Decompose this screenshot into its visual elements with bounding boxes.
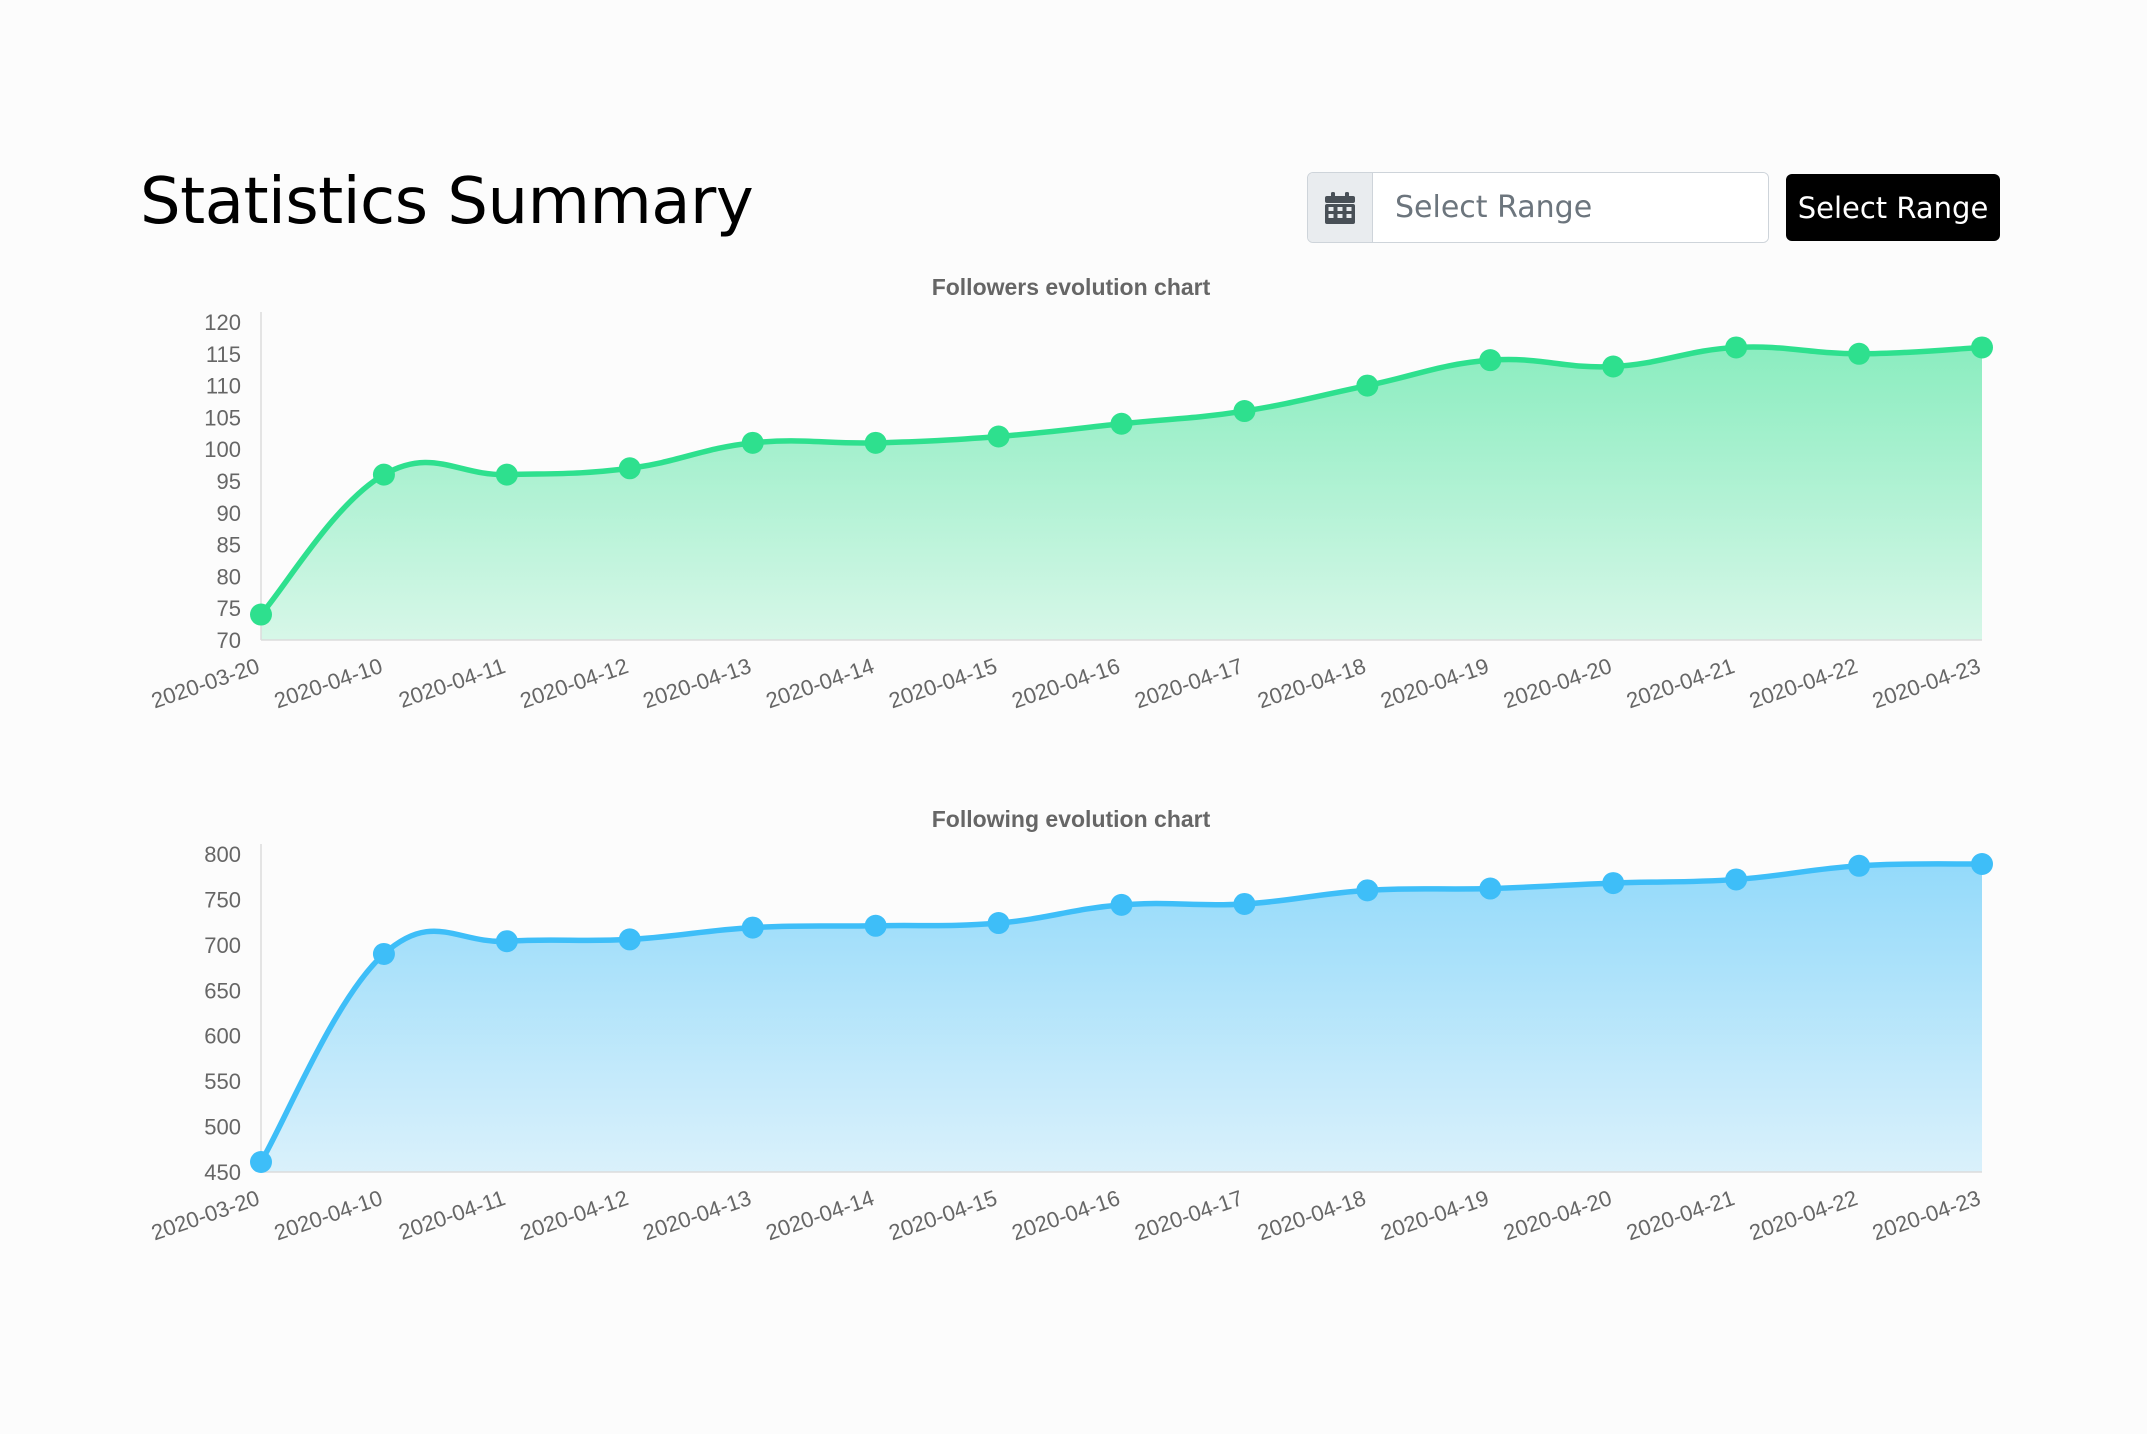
data-point xyxy=(1725,336,1748,359)
page-title: Statistics Summary xyxy=(140,165,754,239)
data-point xyxy=(1233,892,1256,915)
date-range-input[interactable] xyxy=(1373,173,1768,242)
x-tick-label: 2020-04-16 xyxy=(1009,1185,1124,1245)
data-point xyxy=(372,463,395,486)
x-tick-label: 2020-03-20 xyxy=(148,653,263,713)
y-tick-label: 450 xyxy=(204,1160,241,1185)
x-tick-label: 2020-04-10 xyxy=(271,1185,386,1245)
data-point xyxy=(1110,412,1133,435)
data-point xyxy=(250,1151,272,1174)
data-point xyxy=(1971,852,1993,875)
followers-evolution-chart: Followers evolution chart 70 75 80 85 90 95 10… xyxy=(148,274,1993,713)
data-point xyxy=(987,912,1010,935)
x-tick-label: 2020-04-10 xyxy=(271,653,386,713)
x-tick-label: 2020-04-11 xyxy=(395,1185,508,1245)
y-tick-label: 650 xyxy=(204,978,241,1003)
data-point xyxy=(741,916,764,939)
y-tick-label: 105 xyxy=(204,405,241,430)
x-tick-label: 2020-04-18 xyxy=(1254,653,1369,713)
y-tick-label: 600 xyxy=(204,1024,241,1049)
x-tick-label: 2020-03-20 xyxy=(148,1185,263,1245)
data-point xyxy=(741,431,764,454)
x-tick-label: 2020-04-13 xyxy=(640,653,755,713)
x-tick-label: 2020-04-15 xyxy=(886,1185,1001,1245)
date-range-picker[interactable] xyxy=(1307,172,1769,243)
chart-title: Following evolution chart xyxy=(932,806,1211,832)
y-tick-label: 75 xyxy=(217,596,241,621)
x-tick-label: 2020-04-21 xyxy=(1623,1185,1738,1245)
data-point xyxy=(618,457,641,480)
x-tick-label: 2020-04-17 xyxy=(1132,653,1247,713)
y-tick-label: 800 xyxy=(204,842,241,867)
data-point xyxy=(1848,342,1871,365)
data-point xyxy=(1356,879,1379,902)
data-point xyxy=(250,603,272,626)
y-tick-label: 95 xyxy=(217,469,241,494)
x-tick-label: 2020-04-20 xyxy=(1500,653,1615,713)
calendar-icon[interactable] xyxy=(1308,173,1373,242)
chart-title: Followers evolution chart xyxy=(932,274,1211,300)
y-tick-label: 700 xyxy=(204,933,241,958)
data-point xyxy=(618,928,641,951)
data-point xyxy=(1479,349,1502,372)
series-area xyxy=(261,346,1982,640)
data-point xyxy=(1479,877,1502,900)
data-point xyxy=(1725,868,1748,891)
data-point xyxy=(1971,336,1993,359)
x-tick-label: 2020-04-15 xyxy=(886,653,1001,713)
data-point xyxy=(372,942,395,965)
x-tick-label: 2020-04-13 xyxy=(640,1185,755,1245)
y-tick-label: 80 xyxy=(217,564,241,589)
x-tick-label: 2020-04-12 xyxy=(517,653,632,713)
x-tick-label: 2020-04-19 xyxy=(1377,653,1492,713)
x-tick-label: 2020-04-16 xyxy=(1009,653,1124,713)
y-tick-label: 750 xyxy=(204,887,241,912)
series-area xyxy=(261,863,1982,1172)
data-point xyxy=(495,930,518,953)
x-tick-label: 2020-04-23 xyxy=(1869,1185,1984,1245)
x-tick-label: 2020-04-19 xyxy=(1377,1185,1492,1245)
data-point xyxy=(1233,400,1256,423)
x-tick-label: 2020-04-21 xyxy=(1623,653,1738,713)
y-tick-label: 500 xyxy=(204,1115,241,1140)
data-point xyxy=(1356,374,1379,397)
x-tick-label: 2020-04-17 xyxy=(1132,1185,1247,1245)
data-point xyxy=(864,914,887,937)
data-point xyxy=(1602,355,1625,378)
x-tick-label: 2020-04-11 xyxy=(395,653,508,713)
y-tick-label: 85 xyxy=(217,533,241,558)
x-tick-label: 2020-04-22 xyxy=(1746,653,1861,713)
following-evolution-chart: Following evolution chart 450 500 550 600 65… xyxy=(148,806,1993,1245)
y-tick-label: 90 xyxy=(217,501,241,526)
data-point xyxy=(864,431,887,454)
data-point xyxy=(1602,872,1625,895)
y-tick-label: 115 xyxy=(206,342,241,367)
select-range-button[interactable]: Select Range xyxy=(1786,174,2000,241)
y-tick-label: 110 xyxy=(206,374,241,399)
y-tick-label: 100 xyxy=(204,437,241,462)
x-tick-label: 2020-04-12 xyxy=(517,1185,632,1245)
data-point xyxy=(1110,893,1133,916)
x-tick-label: 2020-04-18 xyxy=(1254,1185,1369,1245)
data-point xyxy=(495,463,518,486)
x-tick-label: 2020-04-22 xyxy=(1746,1185,1861,1245)
y-tick-label: 120 xyxy=(204,310,241,335)
y-tick-label: 70 xyxy=(217,628,241,653)
calendar-icon-glyph xyxy=(1325,191,1355,224)
x-tick-label: 2020-04-20 xyxy=(1500,1185,1615,1245)
y-tick-label: 550 xyxy=(204,1069,241,1094)
data-point xyxy=(1848,854,1871,877)
x-tick-label: 2020-04-23 xyxy=(1869,653,1984,713)
x-tick-label: 2020-04-14 xyxy=(763,1185,878,1245)
x-tick-label: 2020-04-14 xyxy=(763,653,878,713)
data-point xyxy=(987,425,1010,448)
